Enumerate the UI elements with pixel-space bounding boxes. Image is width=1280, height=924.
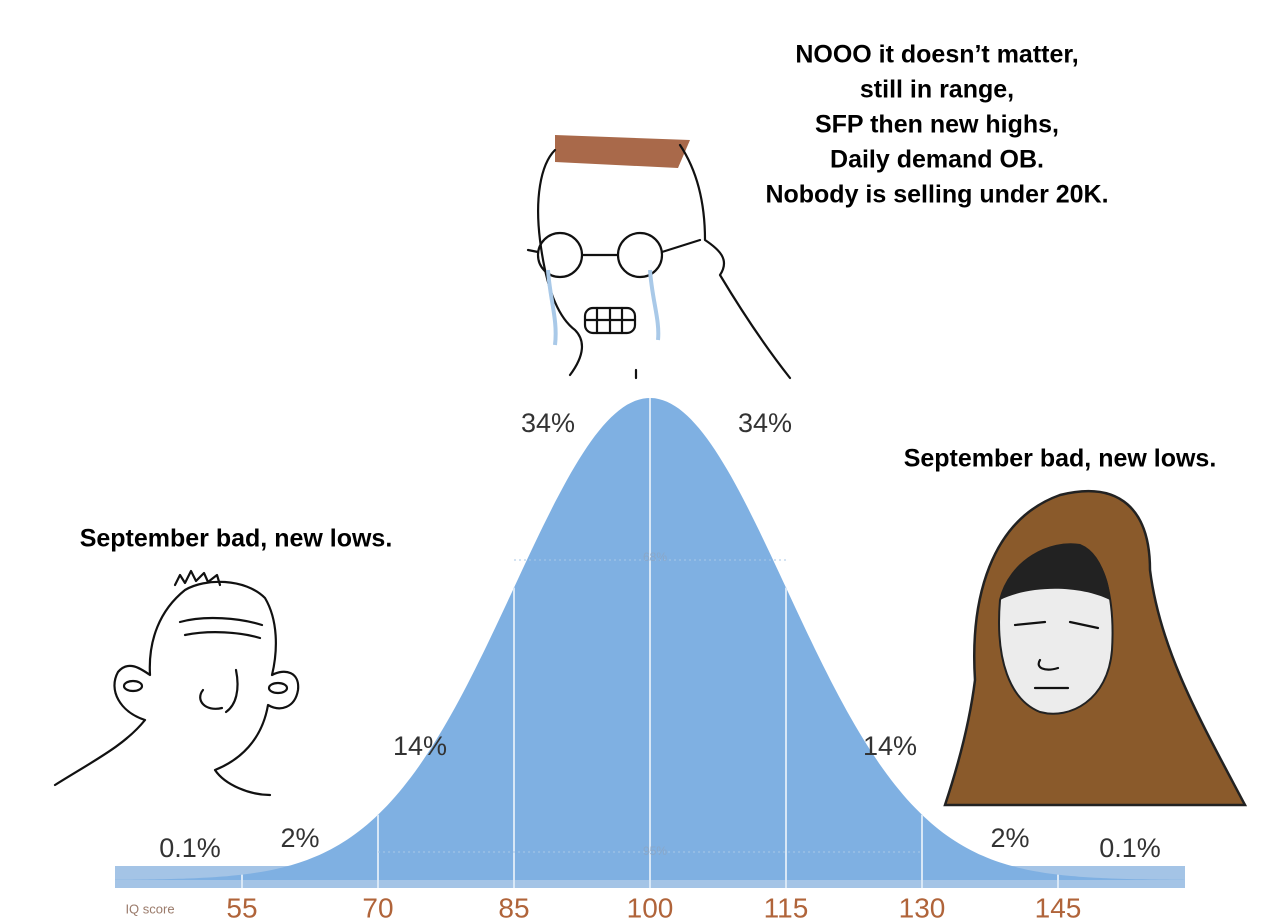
- tick-label: 85: [498, 892, 529, 923]
- top-character: [526, 135, 792, 380]
- region-label: 0.1%: [1099, 833, 1161, 863]
- region-label: 0.1%: [159, 833, 221, 863]
- region-label: 2%: [990, 823, 1029, 853]
- axis-title: IQ score: [125, 901, 174, 916]
- tick-label: 100: [627, 892, 674, 923]
- region-label: 2%: [280, 823, 319, 853]
- right-character: [943, 489, 1248, 807]
- top-caption-line: Nobody is selling under 20K.: [765, 181, 1108, 209]
- inner-label: 95%: [643, 844, 667, 858]
- region-label: 34%: [521, 408, 575, 438]
- right-caption: September bad, new lows.: [904, 445, 1217, 473]
- tick-label: 70: [362, 892, 393, 923]
- tick-label: 145: [1035, 892, 1082, 923]
- tick-label: 115: [764, 892, 809, 923]
- left-character: [53, 569, 300, 797]
- region-label: 14%: [863, 731, 917, 761]
- region-label: 34%: [738, 408, 792, 438]
- top-caption-line: NOOO it doesn’t matter,: [795, 41, 1078, 69]
- top-caption-line: still in range,: [860, 76, 1014, 104]
- bell-curve: [115, 398, 1185, 888]
- region-label: 14%: [393, 731, 447, 761]
- top-caption-line: Daily demand OB.: [830, 146, 1044, 174]
- inner-label: 68%: [643, 550, 667, 564]
- tick-label: 130: [899, 892, 946, 923]
- tick-label: 55: [226, 892, 257, 923]
- labels: NOOO it doesn’t matter, still in range, SF…: [80, 41, 1217, 924]
- left-caption: September bad, new lows.: [80, 525, 393, 553]
- top-caption-line: SFP then new highs,: [815, 111, 1059, 139]
